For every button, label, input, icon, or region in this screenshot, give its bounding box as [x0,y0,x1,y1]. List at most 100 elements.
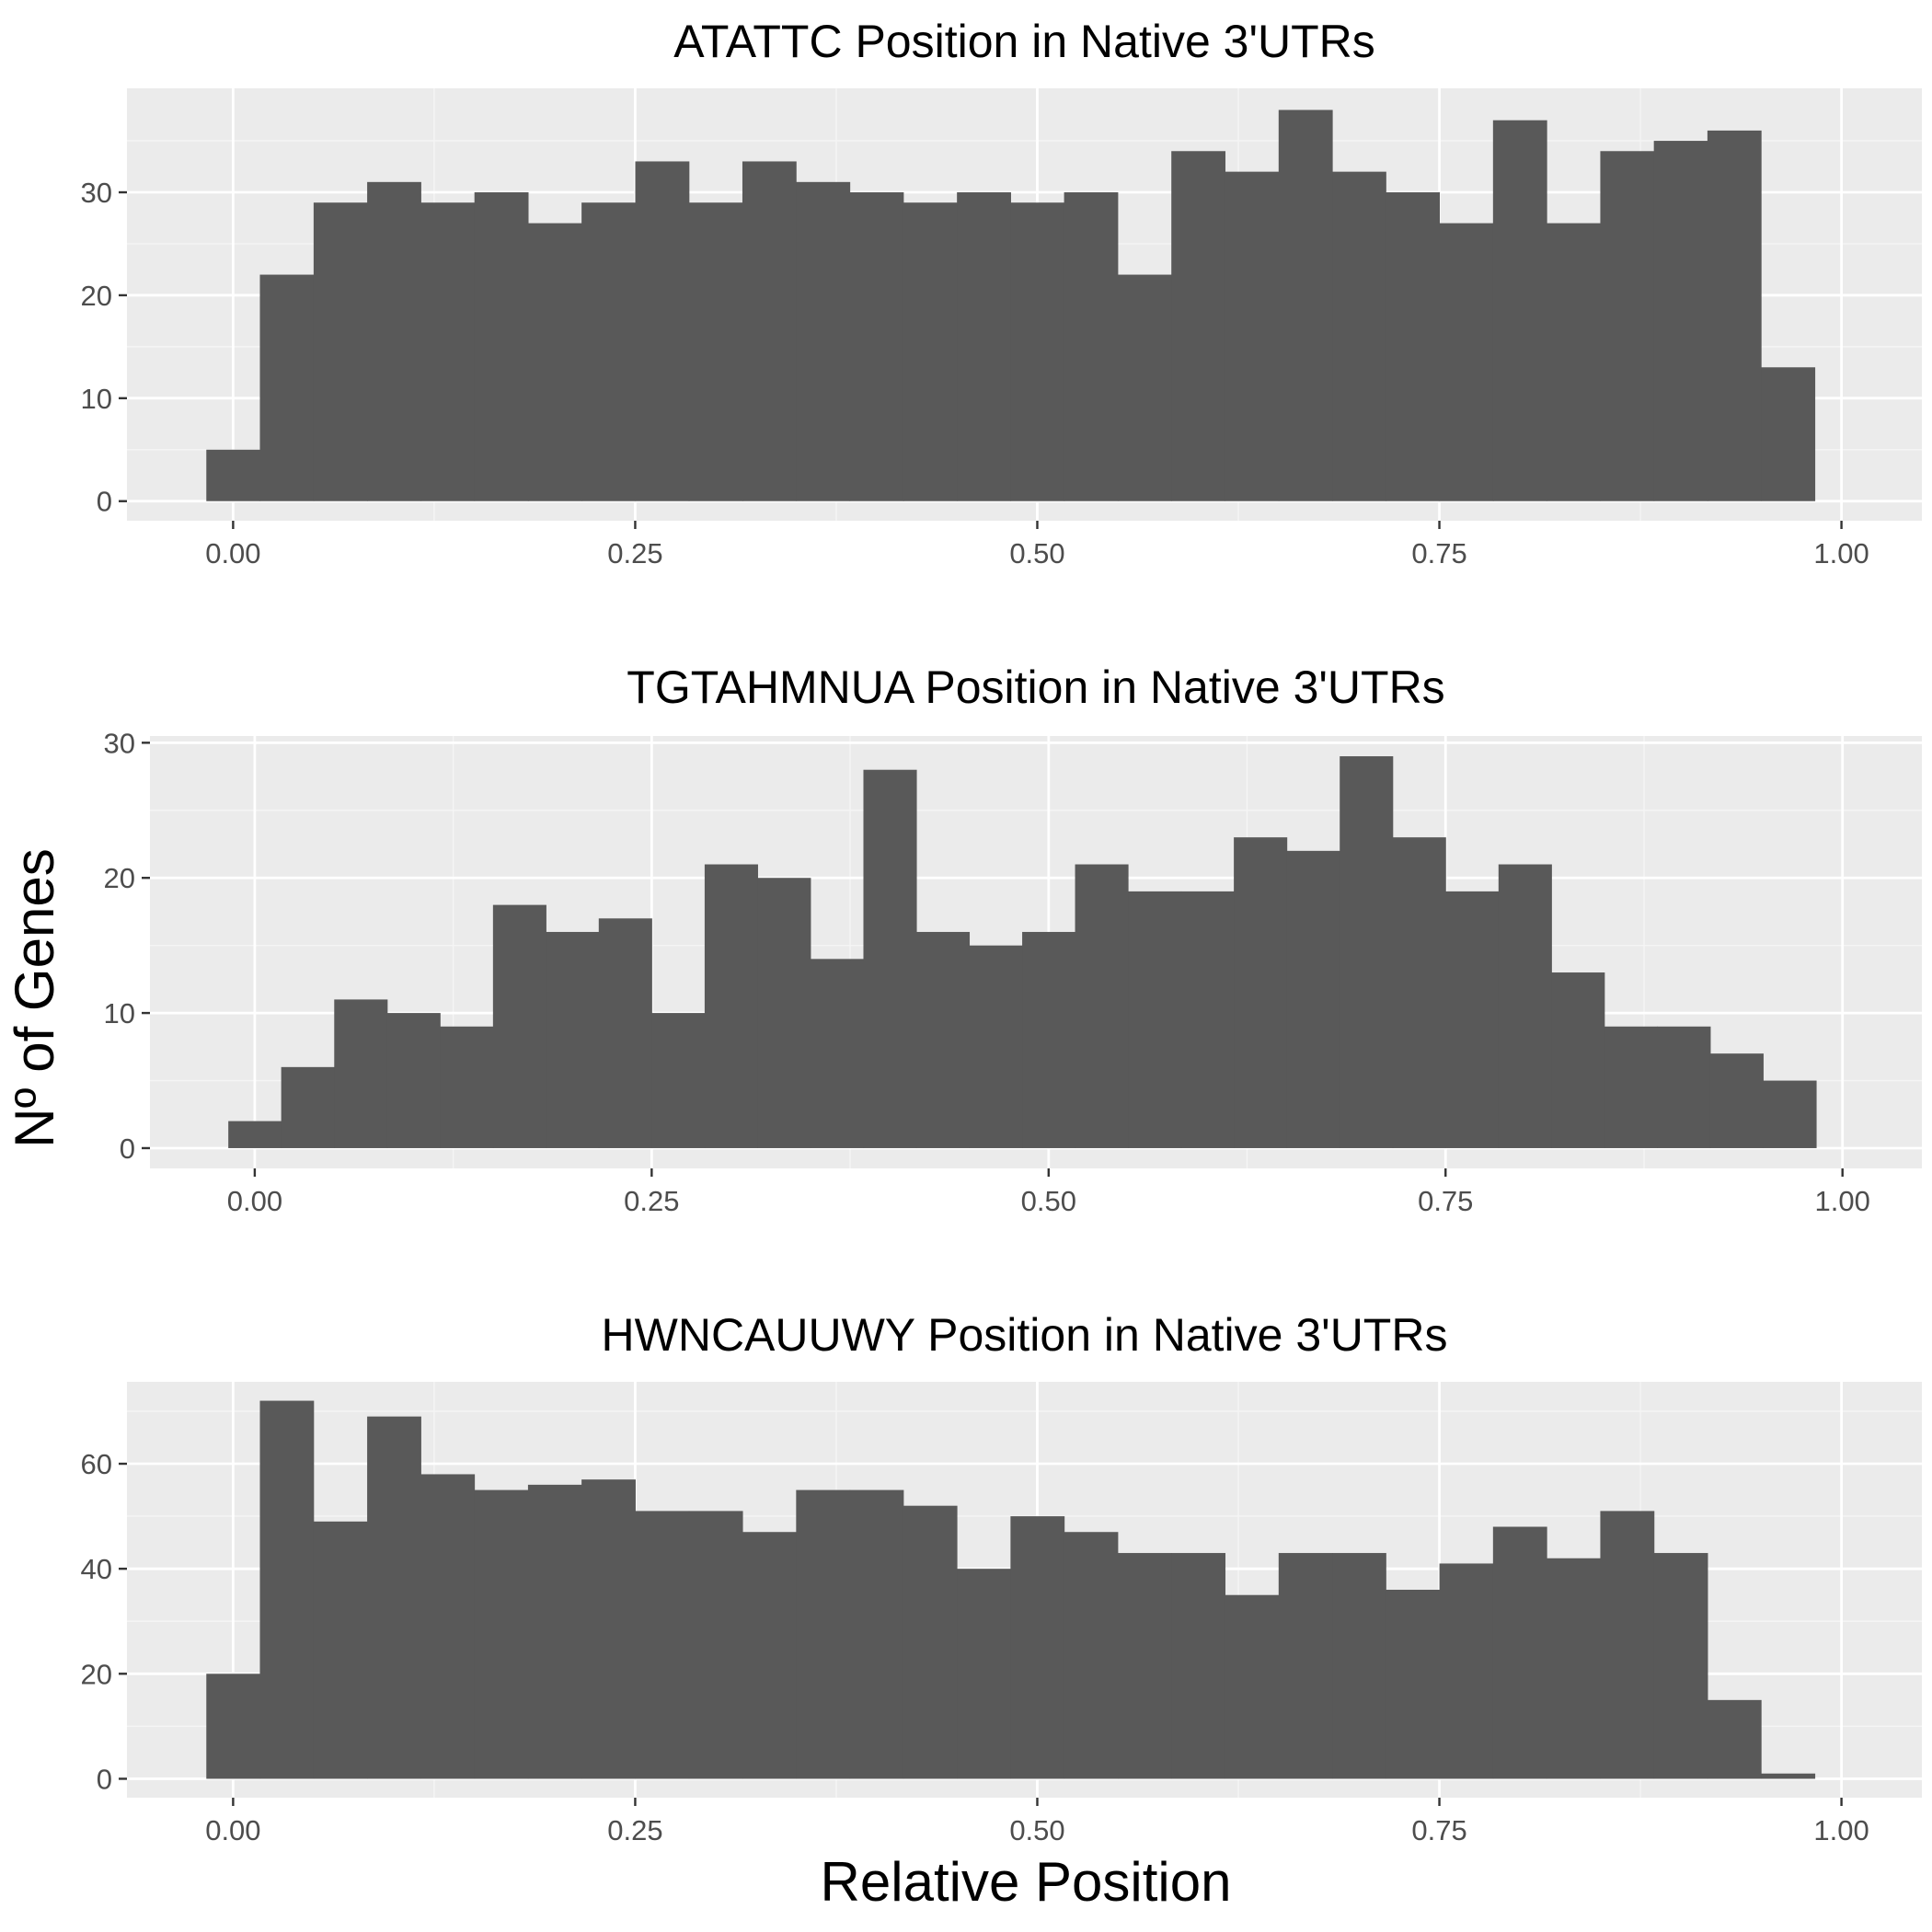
chart-panel: 0 20 40 60 0.00 0.25 0.50 0.75 1.00 HWNCAUUWY Pos… [81,1309,1922,1846]
histogram-bar [1128,891,1182,1148]
x-tick-label: 0.25 [607,1814,662,1846]
x-tick-label: 0.50 [1021,1185,1076,1217]
x-axis-title: Relative Position [821,1851,1232,1913]
chart-panel: 0 10 20 30 0.00 0.25 0.50 0.75 1.00 TGTAHMNUA Pos… [104,661,1922,1217]
x-tick-label: 0.75 [1411,537,1466,569]
histogram-bar [849,1489,904,1779]
histogram-bar [1225,171,1280,501]
histogram-bar [1075,864,1129,1148]
y-tick-label: 0 [97,486,112,518]
histogram-bar [1064,192,1119,501]
histogram-bar [1064,1532,1119,1779]
histogram-bar [546,931,600,1148]
histogram-bar [1332,1553,1386,1779]
y-tick-label: 30 [104,727,135,759]
histogram-bar [1225,1594,1280,1779]
histogram-bar [1022,931,1076,1148]
histogram-bar [281,1066,335,1148]
histogram-bar [811,959,865,1148]
histogram-bar [688,202,743,501]
histogram-bar [1171,151,1226,501]
histogram-bar [1010,202,1065,501]
y-tick-label: 20 [104,862,135,894]
histogram-bar [969,945,1023,1148]
histogram-bar [420,202,476,501]
histogram-bar [1600,151,1655,501]
histogram-bar [903,202,958,501]
histogram-bar [527,1484,582,1779]
histogram-bar [1278,109,1333,501]
chart-title: HWNCAUUWY Position in Native 3'UTRs [602,1309,1448,1361]
histogram-bar [1010,1516,1065,1779]
histogram-bar [1340,756,1394,1148]
histogram-bar [651,1013,706,1148]
y-tick-label: 10 [104,997,135,1029]
histogram-bar [957,192,1011,501]
histogram-bar [1653,141,1708,501]
histogram-bar [474,1489,529,1779]
histogram-bar [228,1121,282,1148]
histogram-bar [1386,192,1441,501]
histogram-bar [598,918,652,1148]
histogram-bar [635,1511,690,1779]
y-tick-label: 20 [81,1658,112,1690]
histogram-bar [386,1013,441,1148]
histogram-bar [206,1673,261,1779]
histogram-bar [635,161,690,501]
histogram-bar [1439,1563,1494,1779]
histogram-bar [1763,1080,1817,1148]
histogram-bar [259,274,315,501]
histogram-bar [367,1416,421,1779]
histogram-bar [688,1511,743,1779]
chart-panel: 0 10 20 30 0.00 0.25 0.50 0.75 1.00 ATATTC Positi… [81,16,1922,569]
histogram-bar [334,999,388,1148]
x-tick-label: 1.00 [1813,1814,1869,1846]
x-tick-label: 0.50 [1009,537,1064,569]
histogram-bar [796,181,851,501]
histogram-bar [1653,1553,1708,1779]
y-tick-label: 30 [81,177,112,209]
histogram-bar [313,202,368,501]
x-tick-label: 0.25 [624,1185,679,1217]
y-tick-label: 0 [97,1763,112,1795]
histogram-bar [440,1026,494,1148]
x-tick-label: 0.00 [205,537,260,569]
x-tick-label: 0.75 [1411,1814,1466,1846]
histogram-bar [474,192,529,501]
histogram-bar [1332,171,1386,501]
y-tick-label: 40 [81,1553,112,1585]
histogram-bar [957,1569,1011,1779]
histogram-bar [742,1532,797,1779]
histogram-bar [367,181,421,501]
histogram-bar [1604,1026,1658,1148]
histogram-bar [1445,891,1500,1148]
histogram-bar [863,769,917,1148]
x-tick-label: 0.25 [607,537,662,569]
histogram-bar [1498,864,1552,1148]
x-tick-label: 0.00 [227,1185,282,1217]
histogram-bar [1707,130,1762,501]
x-tick-label: 0.75 [1418,1185,1473,1217]
histogram-bar [757,878,811,1148]
histogram-bar [527,223,582,501]
y-tick-label: 10 [81,383,112,415]
histogram-bar [1707,1699,1762,1779]
histogram-bar [206,449,261,501]
histogram-bar [1278,1553,1333,1779]
histogram-bar [796,1489,851,1779]
histogram-bar [1234,837,1288,1148]
histogram-bar [903,1505,958,1779]
histogram-bar [1392,837,1446,1148]
histogram-bar [581,202,636,501]
histogram-bar [1171,1553,1226,1779]
histogram-bar [704,864,758,1148]
histogram-bar [1180,891,1235,1148]
histogram-bar [849,192,904,501]
histogram-bar [313,1521,368,1779]
histogram-bar [1117,1553,1172,1779]
chart-title: ATATTC Position in Native 3'UTRs [673,16,1375,67]
x-tick-label: 1.00 [1815,1185,1870,1217]
x-tick-label: 0.00 [205,1814,260,1846]
histogram-bar [1761,367,1816,501]
